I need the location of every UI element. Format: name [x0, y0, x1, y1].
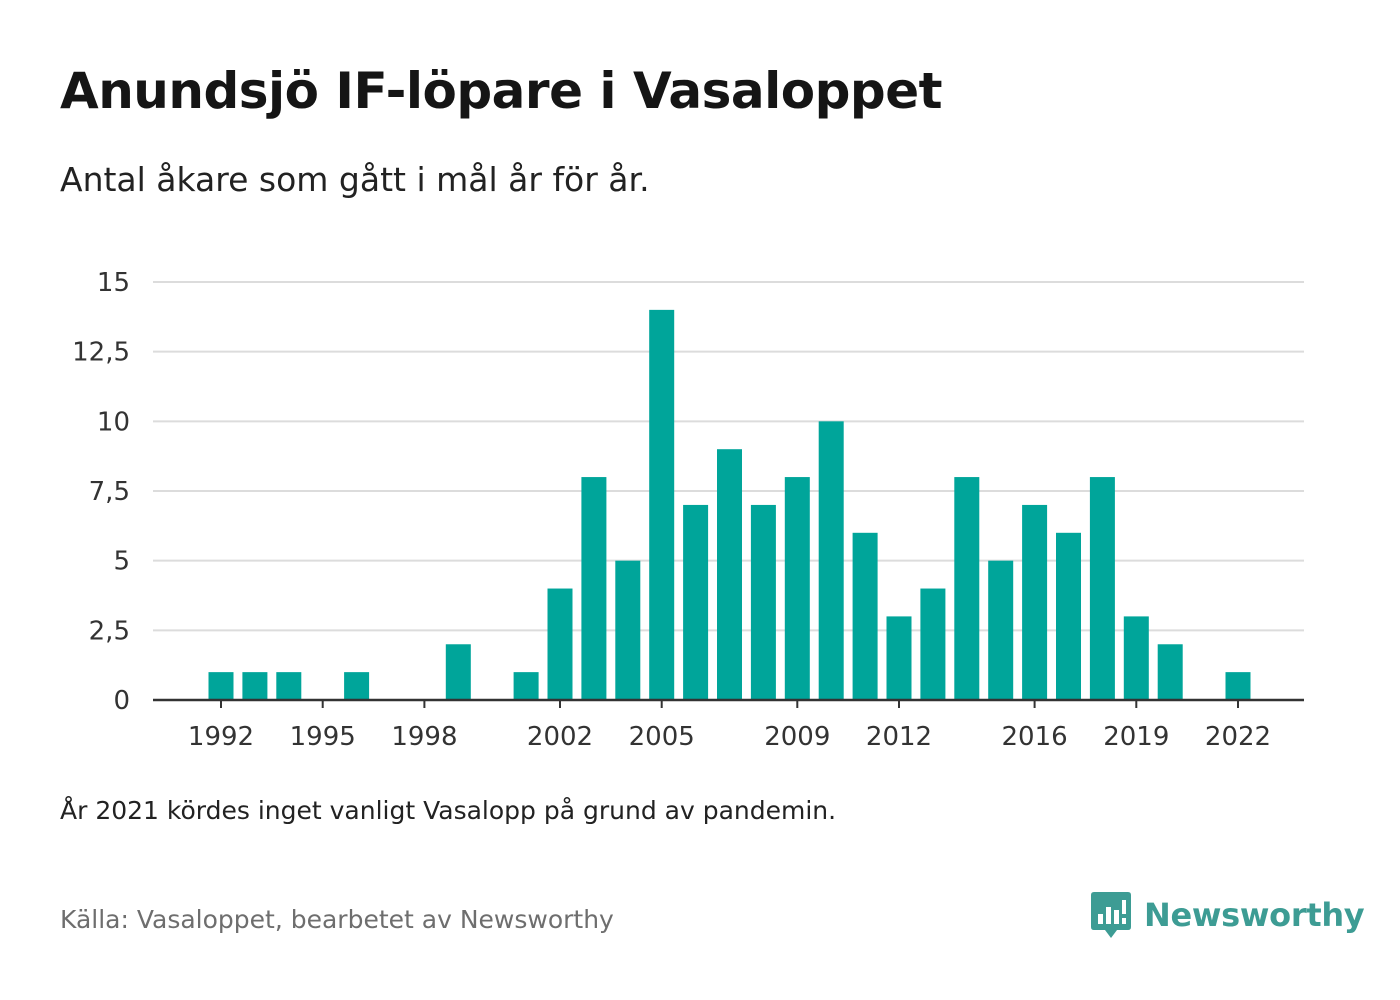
y-tick-label: 0 [113, 686, 130, 716]
bar-2003 [581, 477, 607, 700]
bar-2020 [1157, 644, 1183, 700]
bar-2018 [1089, 477, 1115, 700]
bar-1996 [344, 672, 370, 700]
y-axis-tick-labels: 0 2,5 5 7,5 10 12,5 15 [72, 268, 130, 716]
bars [208, 309, 1251, 700]
bar-1999 [445, 644, 471, 700]
y-tick-label: 15 [97, 268, 130, 298]
y-tick-label: 10 [97, 407, 130, 437]
bar-1993 [242, 672, 268, 700]
source-credit: Källa: Vasaloppet, bearbetet av Newswort… [60, 905, 614, 934]
bar-chart: 0 2,5 5 7,5 10 12,5 15 1992 1995 1998 2002 2005 200… [72, 268, 1304, 752]
bar-1994 [276, 672, 302, 700]
bar-2012 [886, 616, 912, 700]
bar-2006 [683, 504, 709, 700]
x-tick-label: 2019 [1103, 722, 1169, 752]
bar-2004 [615, 560, 641, 700]
y-tick-label: 5 [113, 547, 130, 577]
x-tick-label: 1998 [391, 722, 457, 752]
x-tick-label: 1992 [188, 722, 254, 752]
bar-2008 [750, 504, 776, 700]
x-tick-label: 2009 [764, 722, 830, 752]
brand-logo: Newsworthy [1090, 890, 1365, 940]
bar-2016 [1022, 504, 1048, 700]
chart-subtitle: Antal åkare som gått i mål år för år. [60, 160, 650, 199]
x-tick-label: 2016 [1002, 722, 1068, 752]
bar-2009 [784, 477, 810, 700]
bar-2002 [547, 588, 573, 700]
x-tick-label: 2012 [866, 722, 932, 752]
newsworthy-logo-icon [1091, 892, 1131, 938]
bar-2005 [649, 309, 675, 700]
bar-2001 [513, 672, 539, 700]
brand-name: Newsworthy [1144, 896, 1365, 934]
x-axis-tick-labels: 1992 1995 1998 2002 2005 2009 2012 2016 2019 2022 [188, 700, 1271, 752]
bar-1992 [208, 672, 234, 700]
bar-2019 [1123, 616, 1149, 700]
y-tick-label: 7,5 [89, 477, 130, 507]
x-tick-label: 2002 [527, 722, 593, 752]
footnote: År 2021 kördes inget vanligt Vasalopp på… [60, 796, 837, 825]
y-tick-label: 12,5 [72, 338, 130, 368]
bar-2007 [717, 449, 742, 700]
y-tick-label: 2,5 [89, 616, 130, 646]
x-tick-label: 2022 [1205, 722, 1271, 752]
bar-2011 [852, 532, 878, 700]
bar-2014 [954, 477, 980, 700]
bar-2017 [1056, 532, 1081, 700]
bar-2022 [1225, 672, 1251, 700]
x-tick-label: 2005 [629, 722, 695, 752]
chart-title: Anundsjö IF-löpare i Vasaloppet [60, 62, 943, 120]
bar-2013 [920, 588, 946, 700]
bar-2010 [818, 421, 844, 700]
x-tick-label: 1995 [290, 722, 356, 752]
bar-2015 [988, 560, 1014, 700]
